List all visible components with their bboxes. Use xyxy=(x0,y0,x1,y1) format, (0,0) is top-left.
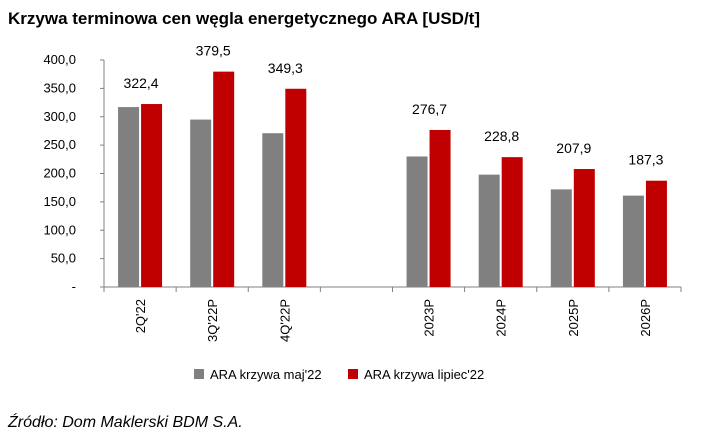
x-tick-label: 4Q'22P xyxy=(277,299,292,342)
bar-lipiec xyxy=(501,157,523,287)
x-tick-label: 2Q'22 xyxy=(133,299,148,333)
bar-lipiec xyxy=(285,88,307,287)
data-label: 379,5 xyxy=(196,43,231,59)
legend-swatch xyxy=(348,369,358,379)
y-tick-label: - xyxy=(72,279,76,294)
x-tick-label: 2026P xyxy=(638,299,653,337)
data-label: 187,3 xyxy=(628,152,663,168)
bar-lipiec xyxy=(645,180,667,287)
y-tick-label: 150,0 xyxy=(43,194,76,209)
data-label: 207,9 xyxy=(556,140,591,156)
bar-lipiec xyxy=(429,129,451,287)
y-tick-label: 100,0 xyxy=(43,222,76,237)
x-tick-label: 2023P xyxy=(422,299,437,337)
y-tick-label: 50,0 xyxy=(51,251,76,266)
bar-maj xyxy=(478,174,500,287)
y-tick-label: 250,0 xyxy=(43,137,76,152)
data-label: 276,7 xyxy=(412,101,447,117)
y-tick-label: 350,0 xyxy=(43,80,76,95)
data-label: 322,4 xyxy=(124,75,159,91)
chart-title: Krzywa terminowa cen węgla energetyczneg… xyxy=(8,9,481,28)
x-tick-label: 2024P xyxy=(494,299,509,337)
legend-label: ARA krzywa lipiec'22 xyxy=(364,367,484,382)
legend-label: ARA krzywa maj'22 xyxy=(210,367,322,382)
bar-maj xyxy=(262,133,284,287)
data-label: 228,8 xyxy=(484,128,519,144)
bar-maj xyxy=(622,195,644,287)
bar-maj xyxy=(550,189,572,287)
bar-maj xyxy=(406,156,428,287)
bar-lipiec xyxy=(213,71,235,287)
legend-swatch xyxy=(194,369,204,379)
data-label: 349,3 xyxy=(268,60,303,76)
bar-maj xyxy=(118,107,140,287)
bar-maj xyxy=(190,119,212,288)
y-tick-label: 400,0 xyxy=(43,52,76,67)
bar-lipiec xyxy=(141,104,163,288)
x-tick-label: 2025P xyxy=(566,299,581,337)
bar-lipiec xyxy=(573,169,595,287)
y-tick-label: 200,0 xyxy=(43,166,76,181)
x-tick-label: 3Q'22P xyxy=(205,299,220,342)
source-note: Źródło: Dom Maklerski BDM S.A. xyxy=(8,414,243,431)
y-tick-label: 300,0 xyxy=(43,109,76,124)
